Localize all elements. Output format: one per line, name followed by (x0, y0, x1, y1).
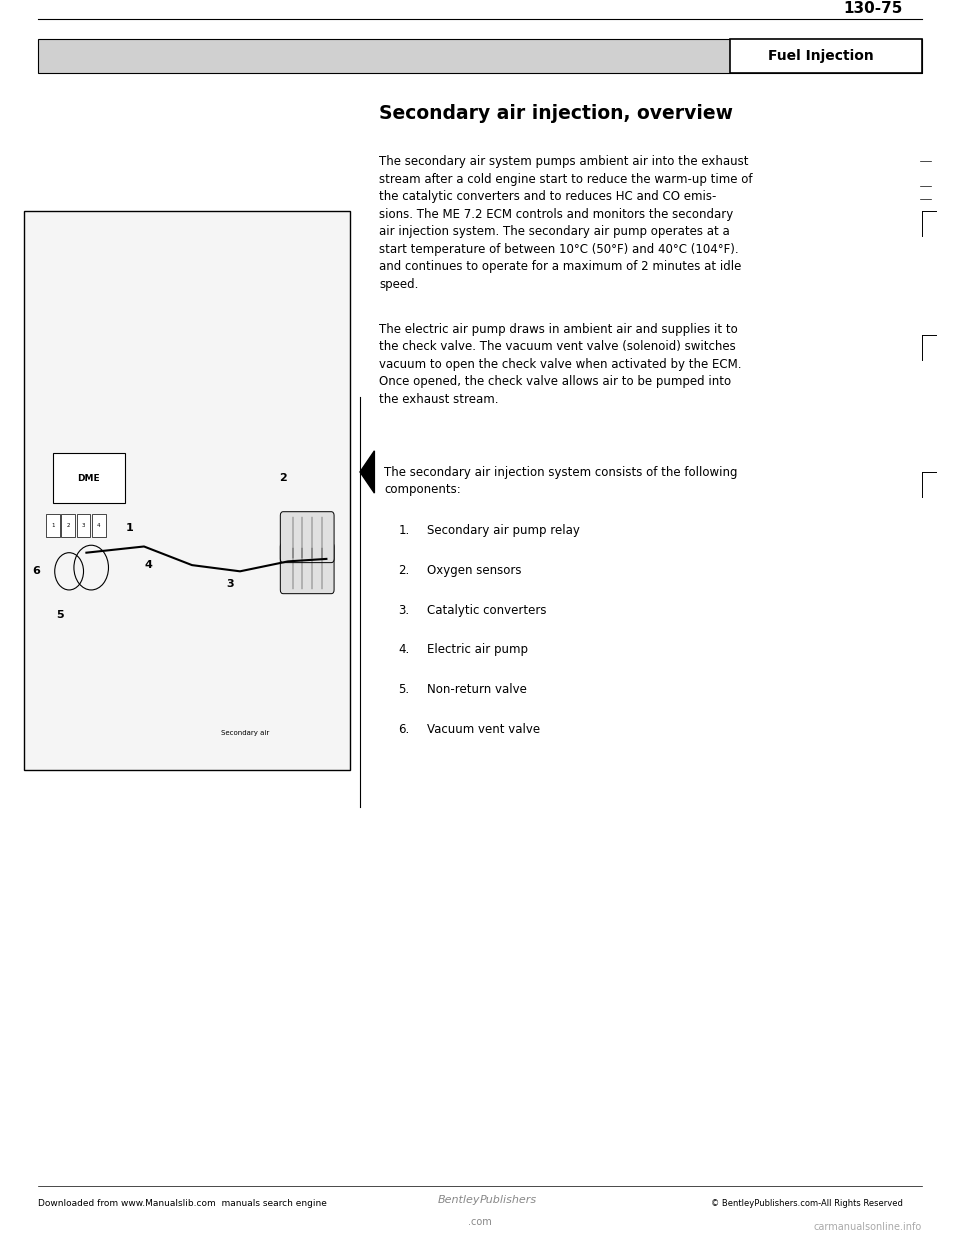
Text: 2: 2 (279, 473, 287, 483)
FancyBboxPatch shape (280, 512, 334, 563)
Text: 130-75: 130-75 (843, 0, 902, 15)
Text: 4: 4 (97, 523, 101, 528)
Text: 4: 4 (145, 560, 153, 570)
Polygon shape (360, 451, 374, 493)
Text: Non-return valve: Non-return valve (427, 683, 527, 696)
FancyBboxPatch shape (280, 543, 334, 594)
Text: 5.: 5. (398, 683, 410, 696)
Text: Vacuum vent valve: Vacuum vent valve (427, 723, 540, 735)
Text: 1: 1 (126, 523, 133, 533)
Text: .com: .com (468, 1217, 492, 1227)
Text: 1: 1 (51, 523, 55, 528)
Text: 2: 2 (66, 523, 70, 528)
Text: The secondary air system pumps ambient air into the exhaust
stream after a cold : The secondary air system pumps ambient a… (379, 155, 753, 291)
Text: carmanualsonline.info: carmanualsonline.info (813, 1222, 922, 1232)
FancyBboxPatch shape (24, 211, 350, 770)
Text: © BentleyPublishers.com-All Rights Reserved: © BentleyPublishers.com-All Rights Reser… (710, 1199, 902, 1207)
Text: DME: DME (78, 473, 100, 483)
FancyBboxPatch shape (61, 514, 75, 537)
Text: 3: 3 (82, 523, 85, 528)
FancyBboxPatch shape (730, 39, 922, 73)
Text: Secondary air: Secondary air (221, 730, 269, 737)
FancyBboxPatch shape (53, 453, 125, 503)
Text: 3.: 3. (398, 604, 410, 616)
Text: The electric air pump draws in ambient air and supplies it to
the check valve. T: The electric air pump draws in ambient a… (379, 323, 742, 406)
Text: Publishers: Publishers (480, 1195, 538, 1205)
Text: 3: 3 (227, 579, 234, 589)
Text: The secondary air injection system consists of the following
components:: The secondary air injection system consi… (384, 466, 737, 497)
Text: Downloaded from www.Manualslib.com  manuals search engine: Downloaded from www.Manualslib.com manua… (38, 1199, 327, 1207)
FancyBboxPatch shape (38, 39, 922, 73)
Text: 4.: 4. (398, 643, 410, 656)
FancyBboxPatch shape (92, 514, 106, 537)
Text: Oxygen sensors: Oxygen sensors (427, 564, 521, 576)
Text: Bentley: Bentley (438, 1195, 480, 1205)
FancyBboxPatch shape (77, 514, 90, 537)
Text: Fuel Injection: Fuel Injection (768, 48, 874, 63)
Text: 6.: 6. (398, 723, 410, 735)
Text: Electric air pump: Electric air pump (427, 643, 528, 656)
Text: Catalytic converters: Catalytic converters (427, 604, 546, 616)
FancyBboxPatch shape (46, 514, 60, 537)
Text: 2.: 2. (398, 564, 410, 576)
Text: Secondary air pump relay: Secondary air pump relay (427, 524, 580, 537)
Text: Secondary air injection, overview: Secondary air injection, overview (379, 104, 733, 123)
Text: 5: 5 (57, 610, 64, 620)
Text: 1.: 1. (398, 524, 410, 537)
Text: 6: 6 (33, 566, 40, 576)
